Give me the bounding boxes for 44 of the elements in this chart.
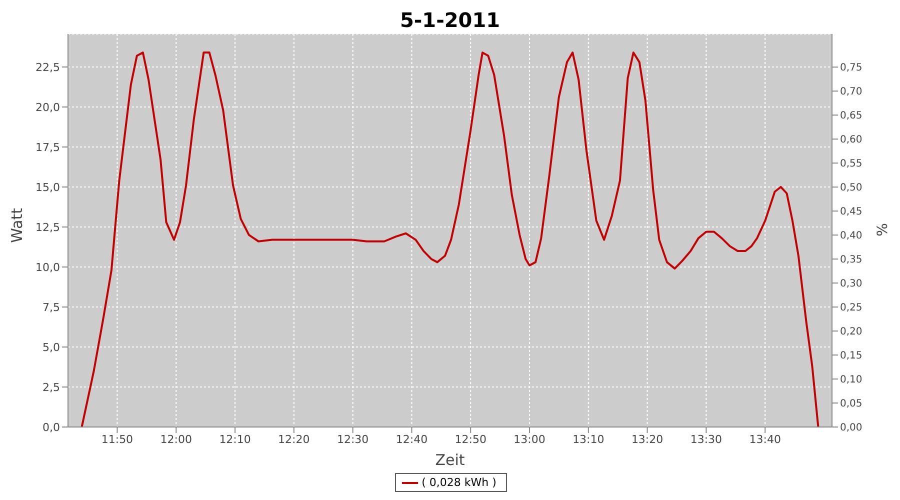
y2-tick-label: 0,70 xyxy=(840,86,862,98)
y2-tick-label: 0,65 xyxy=(840,110,862,122)
y2-tick-label: 0,55 xyxy=(840,158,862,170)
y2-tick-label: 0,60 xyxy=(840,134,862,146)
y-tick-label: 22,5 xyxy=(36,60,60,74)
y-tick-label: 2,5 xyxy=(42,380,60,394)
y2-tick-label: 0,05 xyxy=(840,398,862,410)
y2-tick-label: 0,00 xyxy=(840,422,862,434)
x-tick-label: 13:40 xyxy=(749,432,781,446)
y2-tick-label: 0,20 xyxy=(840,326,862,338)
y2-tick-label: 0,50 xyxy=(840,182,862,194)
y2-tick-label: 0,45 xyxy=(840,206,862,218)
y-tick-label: 17,5 xyxy=(36,140,60,154)
x-tick-label: 13:30 xyxy=(690,432,722,446)
y-tick-label: 0,0 xyxy=(42,420,60,434)
legend-label: ( 0,028 kWh ) xyxy=(422,476,496,489)
y2-tick-label: 0,35 xyxy=(840,254,862,266)
y-axis-title: Watt xyxy=(8,208,26,243)
y-tick-label: 20,0 xyxy=(36,100,60,114)
x-tick-label: 12:10 xyxy=(219,432,251,446)
y2-tick-label: 0,75 xyxy=(840,62,862,74)
x-tick-label: 13:10 xyxy=(572,432,604,446)
x-tick-label: 12:30 xyxy=(336,432,369,446)
chart-title: 5-1-2011 xyxy=(398,8,502,34)
y2-tick-label: 0,25 xyxy=(840,302,862,314)
x-tick-label: 12:00 xyxy=(160,432,192,446)
y-tick-label: 10,0 xyxy=(36,260,60,274)
x-tick-label: 11:50 xyxy=(101,432,134,446)
y2-tick-label: 0,40 xyxy=(840,230,862,242)
y2-tick-label: 0,30 xyxy=(840,278,862,290)
y-tick-label: 15,0 xyxy=(36,180,60,194)
y-tick-label: 7,5 xyxy=(42,300,60,314)
x-tick-label: 13:00 xyxy=(514,432,546,446)
x-tick-label: 13:20 xyxy=(631,432,664,446)
x-tick-label: 12:50 xyxy=(454,432,486,446)
x-tick-label: 12:20 xyxy=(278,432,310,446)
y2-axis-title: % xyxy=(874,223,892,236)
line-series xyxy=(80,52,820,427)
x-axis-title: Zeit xyxy=(435,451,465,469)
y-tick-label: 12,5 xyxy=(36,220,60,234)
x-tick-label: 12:40 xyxy=(396,432,428,446)
y-tick-label: 5,0 xyxy=(42,340,60,354)
y2-tick-label: 0,10 xyxy=(840,374,862,386)
y2-tick-label: 0,15 xyxy=(840,350,862,362)
